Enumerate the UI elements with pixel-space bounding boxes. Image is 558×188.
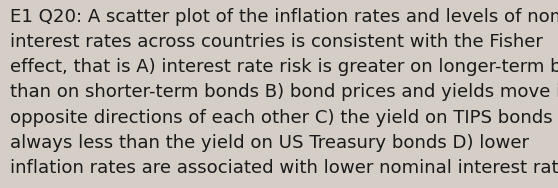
Text: E1 Q20: A scatter plot of the inflation rates and levels of nominal
interest rat: E1 Q20: A scatter plot of the inflation …	[10, 8, 558, 177]
